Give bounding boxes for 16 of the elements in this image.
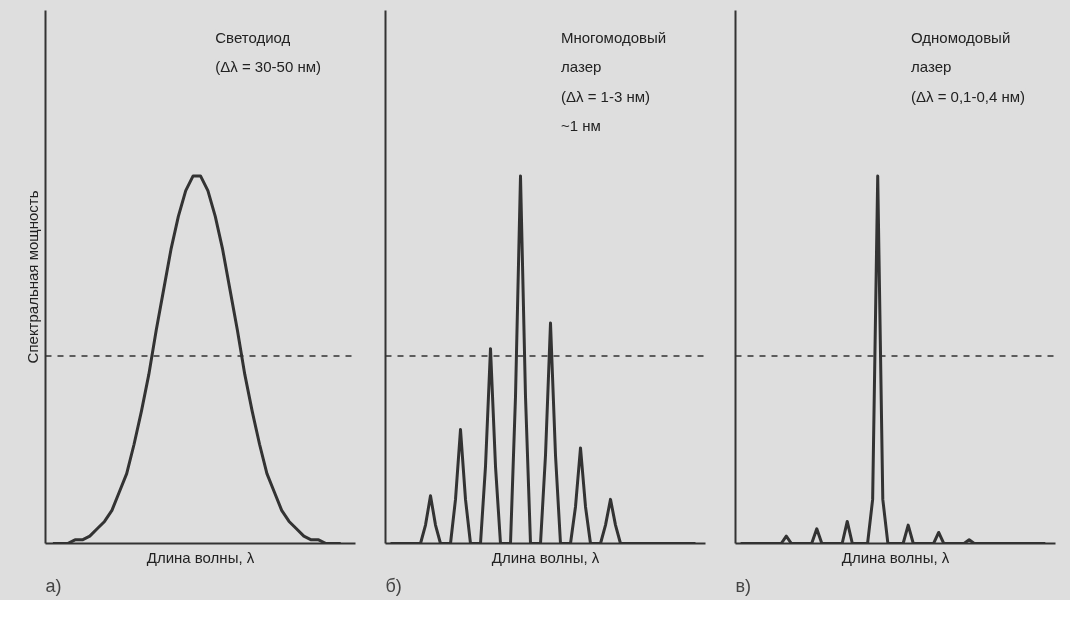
- text: лазер: [910, 58, 952, 76]
- x-axis-title: Длина волны, λ: [146, 548, 255, 566]
- text: ~1 нм: [561, 117, 601, 135]
- text: (Δλ = 30-50 нм): [215, 58, 321, 76]
- text: в): [735, 575, 752, 596]
- x-axis-title: Длина волны, λ: [841, 548, 950, 566]
- text: Одномодовый: [910, 28, 1011, 46]
- text: (Δλ = 1-3 нм): [561, 87, 651, 105]
- text: а): [45, 575, 62, 596]
- text: Светодиод: [215, 28, 291, 46]
- text: (Δλ = 0,1-0,4 нм): [910, 87, 1026, 105]
- text: Многомодовый: [561, 28, 667, 46]
- text: б): [385, 575, 402, 596]
- text: лазер: [561, 58, 602, 76]
- y-axis-title: Спектральная мощность: [23, 190, 41, 364]
- x-axis-title: Длина волны, λ: [491, 548, 600, 566]
